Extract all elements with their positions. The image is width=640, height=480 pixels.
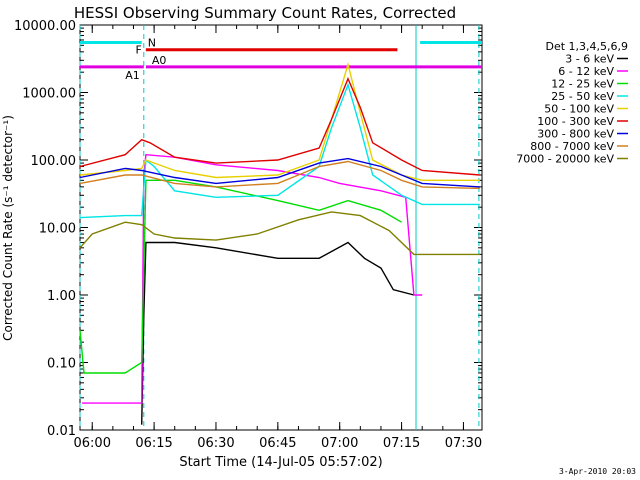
- x-axis-label: Start Time (14-Jul-05 05:57:02): [179, 455, 382, 470]
- legend-entry: 50 - 100 keV: [544, 103, 614, 116]
- legend-entry: 7000 - 20000 keV: [516, 153, 614, 166]
- flag-label-n: N: [148, 37, 156, 50]
- series-line-4: [79, 61, 480, 182]
- legend-header: Det 1,3,4,5,6,9: [545, 40, 628, 53]
- x-tick-label: 06:00: [74, 436, 111, 451]
- series-line-7: [79, 160, 480, 190]
- legend-entry: 300 - 800 keV: [537, 128, 614, 141]
- x-tick-label: 06:45: [259, 436, 296, 451]
- y-tick-label: 1000.00: [22, 87, 76, 102]
- series-line-1: [81, 153, 423, 404]
- series-line-5: [79, 76, 480, 176]
- flag-label-a0: A0: [152, 54, 167, 67]
- legend-entry: 6 - 12 keV: [558, 65, 614, 78]
- series-line-3: [79, 82, 480, 219]
- series-line-0: [141, 241, 415, 425]
- y-tick-label: 1.00: [47, 289, 76, 304]
- legend-entry: 12 - 25 keV: [551, 78, 614, 91]
- x-tick-label: 07:00: [321, 436, 358, 451]
- chart-title: HESSI Observing Summary Count Rates, Cor…: [74, 4, 456, 22]
- y-tick-label: 10000.00: [14, 19, 76, 34]
- flag-label-a1: A1: [125, 69, 140, 82]
- y-tick-label: 100.00: [31, 154, 77, 169]
- legend-entry: 100 - 300 keV: [537, 115, 614, 128]
- series-line-6: [79, 157, 480, 188]
- timestamp: 3-Apr-2010 20:03: [559, 467, 636, 476]
- series-line-8: [79, 211, 480, 256]
- plot-frame: [79, 24, 483, 431]
- y-tick-label: 10.00: [39, 222, 76, 237]
- x-tick-label: 06:15: [135, 436, 172, 451]
- flag-label-f: F: [136, 44, 142, 57]
- legend-entry: 3 - 6 keV: [565, 53, 614, 66]
- x-tick-label: 06:30: [197, 436, 234, 451]
- legend-entry: 25 - 50 keV: [551, 90, 614, 103]
- y-axis-label: Corrected Count Rate (s⁻¹ detector⁻¹): [1, 115, 15, 341]
- y-tick-label: 0.01: [47, 424, 76, 439]
- x-tick-label: 07:30: [445, 436, 482, 451]
- y-tick-label: 0.10: [47, 357, 76, 372]
- series-line-2: [79, 179, 402, 374]
- x-tick-label: 07:15: [383, 436, 420, 451]
- legend-entry: 800 - 7000 keV: [530, 140, 614, 153]
